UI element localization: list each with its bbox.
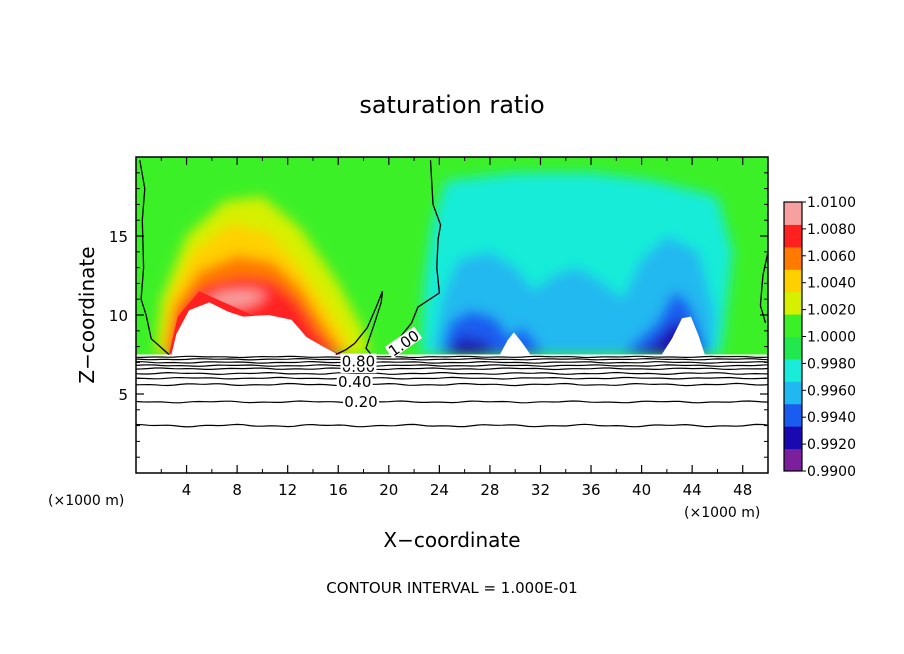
plot-area: [136, 157, 768, 473]
colorbar-label-5: 1.0000: [807, 330, 856, 346]
x-tick-label-4: 4: [182, 481, 192, 499]
colorbar-swatch-6: [784, 314, 802, 337]
contour-100-2: [384, 160, 442, 349]
colorbar-label-2: 0.9940: [807, 410, 856, 426]
blue-band-0: [433, 236, 715, 355]
contour-label-bg-0.40: [336, 374, 373, 389]
colorbar-swatch-3: [784, 381, 802, 405]
y-axis-label: Z−coordinate: [75, 246, 99, 383]
contour-label-0.80: 0.80: [342, 353, 375, 371]
contour-label-0.20: 0.20: [344, 393, 377, 411]
colorbar-swatch-10: [784, 224, 802, 248]
x-tick-label-16: 16: [329, 481, 348, 499]
colorbar-label-3: 0.9960: [807, 383, 856, 399]
x-tick-label-28: 28: [480, 481, 499, 499]
contour-line-2: [135, 382, 769, 387]
dry-pocket-left: [171, 302, 339, 355]
colorbar-swatch-5: [784, 336, 802, 360]
colorbar-label-1: 0.9920: [807, 437, 856, 453]
contour-label-0.40: 0.40: [338, 373, 371, 391]
dry-layer: [136, 354, 768, 473]
contour-label-bg-1.00: [384, 326, 423, 359]
colorbar-swatch-8: [784, 269, 802, 293]
x-tick-label-20: 20: [379, 481, 398, 499]
contour-lines: 0.200.400.600.801.00: [135, 160, 769, 428]
contour-line-4: [135, 371, 769, 376]
colorbar-swatch-11: [784, 202, 802, 225]
x-tick-label-36: 36: [581, 481, 600, 499]
x-unit-label-left: (×1000 m): [48, 493, 124, 509]
colorbar-label-7: 1.0040: [807, 276, 856, 292]
contour-label-bg-0.80: [340, 353, 377, 368]
x-unit-label-right: (×1000 m): [684, 505, 760, 521]
colorbar-label-4: 0.9980: [807, 356, 856, 372]
x-tick-label-32: 32: [531, 481, 550, 499]
dry-pocket-middle: [500, 332, 531, 355]
contour-label-bg-0.20: [342, 393, 379, 408]
colorbar-label-9: 1.0080: [807, 222, 856, 238]
y-tick-label-10: 10: [109, 307, 128, 325]
x-tick-label-48: 48: [733, 481, 752, 499]
colorbar-swatch-9: [784, 246, 802, 270]
colorbar-label-8: 1.0060: [807, 249, 856, 265]
contour-line-3: [135, 376, 768, 380]
contour-interval-footer: CONTOUR INTERVAL = 1.000E-01: [326, 579, 577, 597]
subsaturated-layers: [420, 172, 733, 355]
contour-line-0: [135, 423, 769, 428]
contour-100-3: [759, 251, 769, 324]
contour-100-0: [139, 160, 170, 355]
dry-pocket-right: [661, 316, 705, 355]
x-tick-label-24: 24: [430, 481, 449, 499]
colorbar-label-6: 1.0020: [807, 303, 856, 319]
contour-line-5: [135, 367, 769, 371]
x-axis-label: X−coordinate: [383, 528, 520, 552]
x-tick-label-40: 40: [632, 481, 651, 499]
colorbar: 0.9900 0.9920 0.9940 0.9960 0.9980 1.0000 1.00…: [783, 195, 856, 480]
y-tick-label-5: 5: [118, 386, 128, 404]
navy-band-0: [445, 337, 498, 355]
contour-line-6: [135, 364, 769, 367]
colorbar-swatch-4: [784, 358, 802, 382]
x-tick-label-12: 12: [278, 481, 297, 499]
contour-line-9: [135, 355, 769, 359]
colorbar-swatch-1: [784, 426, 802, 450]
colorbar-swatch-7: [784, 291, 802, 315]
y-tick-label-15: 15: [109, 228, 128, 246]
x-tick-label-44: 44: [683, 481, 702, 499]
colorbar-swatch-2: [784, 403, 802, 427]
colorbar-label-10: 1.0100: [807, 195, 856, 211]
contour-line-1: [135, 400, 769, 404]
chart-title: saturation ratio: [359, 91, 544, 119]
x-tick-label-8: 8: [232, 481, 242, 499]
contour-line-8: [135, 357, 769, 361]
contour-line-7: [136, 360, 769, 364]
colorbar-label-0: 0.9900: [807, 464, 856, 480]
colorbar-swatch-0: [784, 448, 802, 472]
contour-100-1: [335, 291, 384, 356]
